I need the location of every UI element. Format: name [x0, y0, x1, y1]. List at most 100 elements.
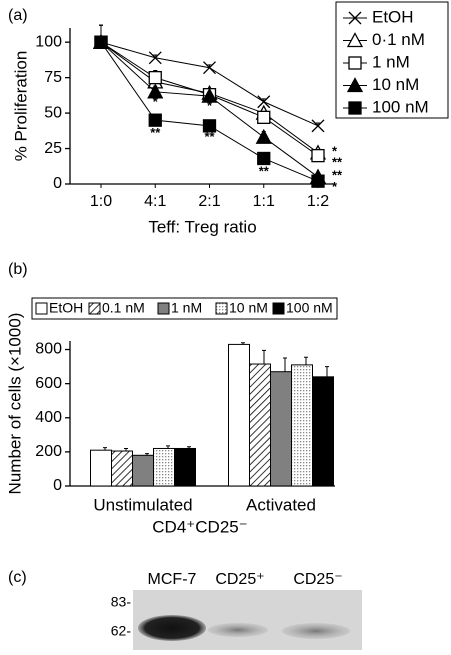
- error-bar: [325, 366, 329, 377]
- error-bar: [304, 356, 308, 365]
- legend-label: EtOH: [372, 7, 414, 26]
- bar: [270, 371, 292, 487]
- marker: [257, 151, 271, 166]
- marker: [348, 56, 362, 70]
- legend-box: [31, 297, 338, 320]
- bar: [228, 343, 250, 487]
- marker: [346, 77, 364, 93]
- marker: [348, 11, 362, 25]
- panel-label: (b): [8, 261, 28, 278]
- mw-marker: 83-: [111, 594, 132, 610]
- error-bar: [103, 447, 107, 451]
- legend-swatch: [157, 302, 170, 315]
- y-tick-label: 200: [35, 443, 62, 460]
- bar: [249, 363, 271, 487]
- significance-mark: **: [259, 163, 270, 178]
- mw-marker: 62-: [111, 623, 132, 639]
- significance-mark: *: [261, 133, 267, 148]
- legend-label: 1 nM: [372, 52, 410, 71]
- marker: [202, 119, 217, 133]
- x-tick-label: Activated: [246, 495, 316, 514]
- significance-mark: *: [332, 179, 338, 194]
- blot-band: [138, 615, 206, 641]
- significance-mark: *: [332, 143, 338, 158]
- x-tick-label: 1:0: [90, 193, 112, 210]
- legend-label: 0.1 nM: [102, 300, 145, 316]
- y-tick-label: 75: [44, 69, 62, 86]
- significance-mark: **: [150, 125, 161, 140]
- error-bar: [262, 349, 266, 365]
- y-tick-label: 25: [44, 140, 62, 157]
- lane-label: CD25⁺: [215, 571, 264, 588]
- y-tick-label: 0: [53, 175, 62, 192]
- marker: [311, 119, 325, 133]
- x-tick-label: Unstimulated: [93, 495, 192, 514]
- x-tick-label: 1:2: [307, 193, 329, 210]
- error-bar: [241, 342, 245, 345]
- marker: [203, 61, 216, 75]
- blot-band: [208, 623, 268, 637]
- y-tick-label: 100: [35, 33, 62, 50]
- legend-label: 1 nM: [171, 300, 202, 316]
- significance-mark: *: [207, 98, 213, 113]
- error-bar: [166, 445, 170, 449]
- legend-label: 100 nM: [286, 300, 333, 316]
- lane-label: MCF-7: [148, 571, 197, 588]
- legend-label: 0·1 nM: [372, 30, 425, 49]
- series-line: [100, 41, 319, 127]
- marker: [346, 32, 364, 48]
- legend-label: EtOH: [49, 300, 83, 316]
- significance-mark: **: [204, 129, 215, 144]
- y-tick-label: 800: [35, 341, 62, 358]
- blot-band: [282, 623, 350, 639]
- marker: [348, 101, 362, 115]
- x-tick-label: 4:1: [144, 193, 166, 210]
- panel-label: (c): [8, 569, 27, 586]
- y-axis-label: % Proliferation: [11, 51, 30, 162]
- marker: [257, 95, 271, 109]
- y-tick-label: 0: [53, 477, 62, 494]
- x-tick-label: 2:1: [198, 193, 220, 210]
- x-tick-label: 1:1: [253, 193, 275, 210]
- error-bar: [283, 357, 287, 372]
- marker: [255, 128, 272, 144]
- error-bar: [124, 447, 128, 452]
- significance-mark: **: [332, 168, 343, 183]
- marker: [148, 113, 162, 127]
- bar: [90, 449, 112, 487]
- y-tick-label: 400: [35, 409, 62, 426]
- significance-mark: *: [153, 94, 159, 109]
- error-bar: [187, 446, 191, 449]
- y-tick-label: 600: [35, 375, 62, 392]
- bar: [312, 376, 334, 487]
- legend-swatch: [272, 302, 285, 315]
- legend-swatch: [88, 302, 101, 315]
- x-axis-label: CD4⁺CD25⁻: [152, 517, 247, 536]
- legend-label: 10 nM: [372, 75, 419, 94]
- marker: [201, 87, 218, 103]
- bar: [153, 447, 175, 487]
- significance-mark: **: [332, 155, 343, 170]
- legend-swatch: [215, 302, 228, 315]
- marker: [311, 148, 325, 163]
- y-tick-label: 50: [44, 104, 62, 121]
- legend-swatch: [35, 302, 48, 315]
- marker: [148, 70, 162, 85]
- legend-label: 100 nM: [372, 97, 429, 116]
- lane-label: CD25⁻: [293, 571, 342, 588]
- marker: [147, 83, 164, 99]
- bar: [291, 364, 313, 487]
- bar: [111, 450, 133, 487]
- marker: [148, 51, 162, 65]
- marker: [311, 174, 325, 188]
- bar: [174, 447, 196, 487]
- marker: [257, 110, 271, 124]
- marker: [94, 35, 108, 49]
- bar: [132, 454, 154, 487]
- x-axis-label: Teff: Treg ratio: [148, 217, 256, 236]
- panel-label: (a): [8, 7, 28, 24]
- legend-label: 10 nM: [229, 300, 268, 316]
- error-bar: [145, 453, 149, 456]
- y-axis-label: Number of cells (×1000): [5, 313, 24, 495]
